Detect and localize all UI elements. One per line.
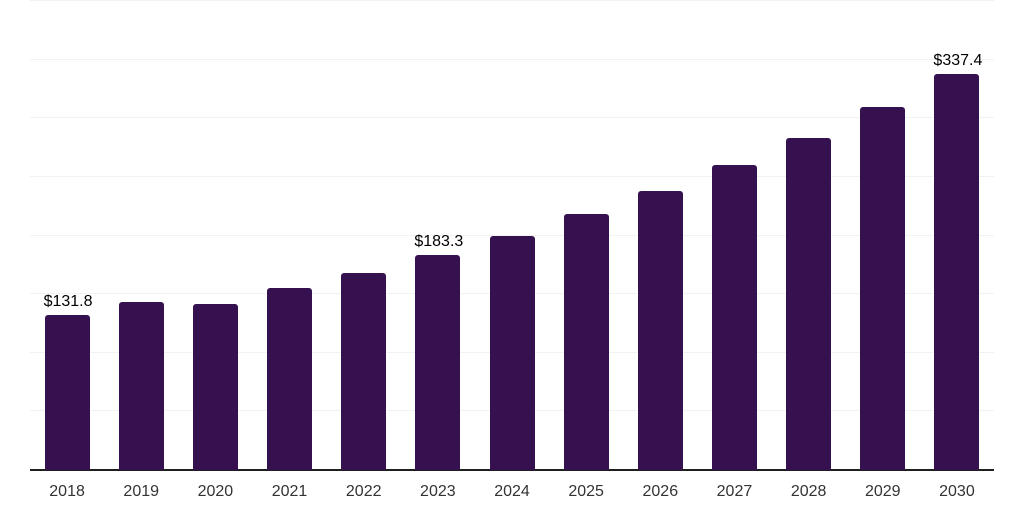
bar-2030 (934, 74, 980, 470)
x-tick-2018: 2018 (49, 483, 85, 500)
bar-2022 (341, 272, 387, 470)
x-tick-2025: 2025 (568, 483, 604, 500)
gridline-250 (30, 175, 994, 177)
value-label-2023: $183.3 (414, 233, 464, 251)
x-tick-2019: 2019 (123, 483, 160, 500)
value-label-2018: $131.8 (43, 293, 93, 311)
gridline-400 (30, 0, 994, 1)
bar-2028 (786, 137, 832, 470)
bar-2027 (711, 165, 757, 470)
plot-area: $131.8 $183.3 $337.4 (30, 0, 994, 471)
bar-2018 (44, 315, 90, 470)
x-axis-labels: 2018 2019 2020 2021 2022 2023 2024 2025 2026 2027… (30, 470, 994, 512)
value-label-2030: $337.4 (933, 52, 983, 70)
x-tick-2022: 2022 (345, 483, 382, 500)
bar-2024 (489, 235, 535, 470)
bar-2019 (118, 301, 164, 470)
bar-2029 (860, 107, 906, 470)
bar-2026 (637, 190, 683, 470)
x-tick-2024: 2024 (494, 483, 530, 500)
gridline-300 (30, 117, 994, 119)
bar-2025 (563, 214, 609, 470)
x-tick-2021: 2021 (271, 483, 308, 500)
x-tick-2026: 2026 (642, 483, 679, 500)
x-tick-2020: 2020 (197, 483, 234, 500)
x-tick-2030: 2030 (939, 483, 975, 500)
x-tick-2027: 2027 (716, 483, 753, 500)
gridline-350 (30, 58, 994, 60)
x-tick-2029: 2029 (864, 483, 901, 500)
x-axis-line (30, 469, 994, 471)
bar-2020 (192, 303, 238, 470)
bar-2021 (267, 287, 313, 470)
x-tick-2023: 2023 (420, 483, 456, 500)
gridline-200 (30, 234, 994, 236)
bar-2023 (415, 255, 461, 470)
x-tick-2028: 2028 (790, 483, 827, 500)
